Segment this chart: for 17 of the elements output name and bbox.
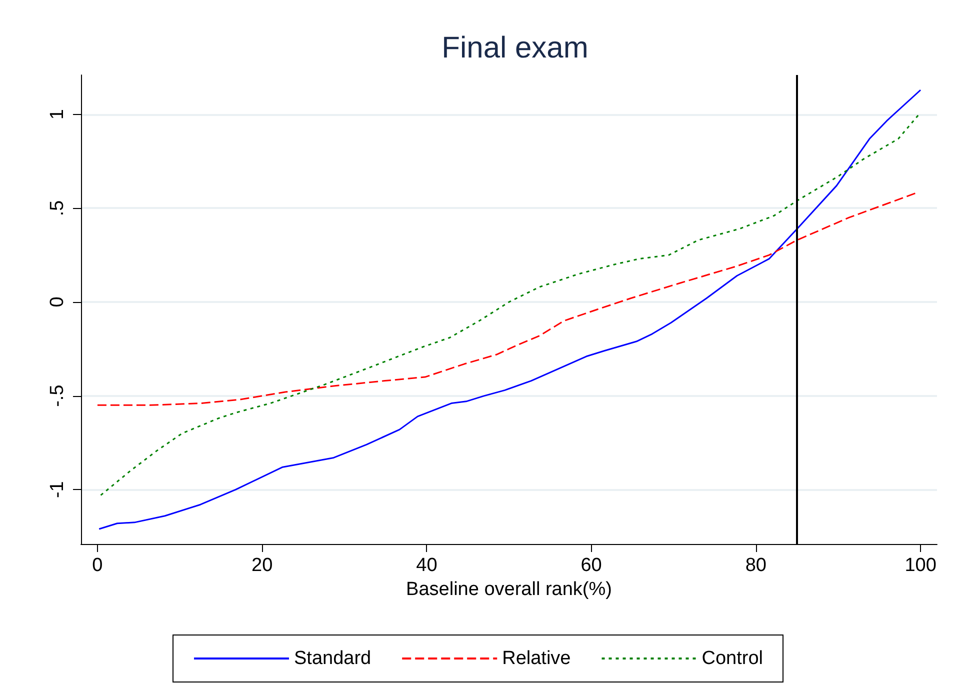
x-axis-title: Baseline overall rank(%) <box>406 579 612 600</box>
x-tick-label: 100 <box>904 555 936 576</box>
x-tick-label: 20 <box>252 555 273 576</box>
x-tick-label: 80 <box>745 555 766 576</box>
x-tick-label: 0 <box>92 555 103 576</box>
legend-label: Relative <box>502 648 571 669</box>
y-tick-label: 0 <box>47 296 68 308</box>
x-tick-label: 60 <box>580 555 602 576</box>
y-tick-label: 1 <box>47 109 68 120</box>
x-tick-label: 40 <box>416 555 438 576</box>
y-tick-label: -1 <box>47 481 68 498</box>
chart-title: Final exam <box>442 32 588 64</box>
legend-label: Standard <box>294 648 372 669</box>
legend-label: Control <box>702 648 764 669</box>
line-series <box>96 192 916 406</box>
y-tick-label: .5 <box>47 200 68 216</box>
y-tick-label: -.5 <box>47 384 68 407</box>
